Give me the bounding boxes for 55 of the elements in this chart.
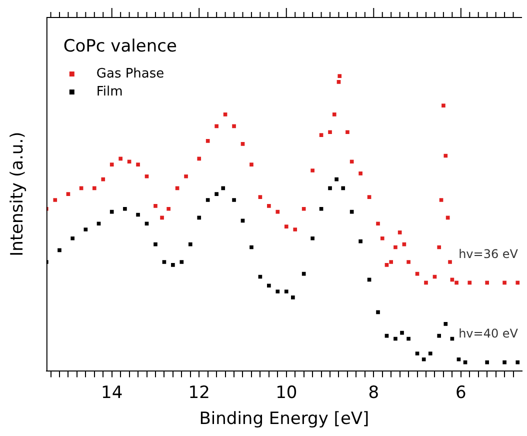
point — [444, 322, 448, 326]
point — [188, 242, 192, 246]
point — [437, 334, 442, 338]
point — [171, 263, 175, 267]
point — [214, 192, 218, 196]
point — [123, 206, 127, 211]
point — [516, 360, 520, 364]
annotation: hv=36 eV — [458, 246, 519, 261]
point — [267, 284, 271, 288]
point — [284, 290, 288, 294]
point — [341, 186, 346, 190]
point — [136, 212, 140, 217]
point — [394, 336, 398, 341]
point — [250, 245, 254, 250]
legend-label: Gas Phase — [96, 66, 164, 82]
point — [456, 357, 461, 362]
x-tick-label: 10 — [276, 382, 298, 403]
point — [502, 360, 506, 364]
point — [334, 177, 338, 182]
point — [400, 330, 404, 335]
point — [358, 239, 362, 244]
point — [319, 206, 324, 211]
x-axis-title: Binding Energy [eV] — [199, 409, 370, 430]
point — [58, 248, 62, 252]
point — [415, 352, 420, 356]
x-tick-label: 8 — [368, 382, 380, 403]
point — [162, 260, 166, 264]
point — [328, 186, 332, 190]
point — [110, 210, 114, 214]
legend-label: Film — [96, 84, 123, 100]
point — [428, 352, 432, 356]
point — [144, 222, 149, 226]
point — [221, 186, 226, 190]
point — [376, 310, 380, 314]
point — [206, 198, 210, 202]
point — [276, 290, 280, 294]
point — [406, 336, 410, 341]
point — [485, 360, 490, 364]
legend-title: CoPc valence — [63, 36, 177, 56]
point — [197, 216, 202, 220]
point — [232, 198, 236, 202]
point — [310, 236, 314, 240]
x-tick-label: 12 — [188, 382, 210, 403]
point — [180, 260, 184, 264]
x-tick-label: 14 — [101, 382, 123, 403]
y-axis-title: Intensity (a.u.) — [8, 132, 28, 256]
point — [463, 360, 468, 364]
point — [154, 242, 158, 246]
x-tick-label: 6 — [456, 382, 466, 403]
point — [84, 228, 88, 232]
point — [422, 357, 426, 362]
annotation: hv=40 eV — [458, 326, 519, 340]
point — [70, 236, 74, 240]
point — [291, 295, 295, 300]
point — [96, 222, 101, 226]
